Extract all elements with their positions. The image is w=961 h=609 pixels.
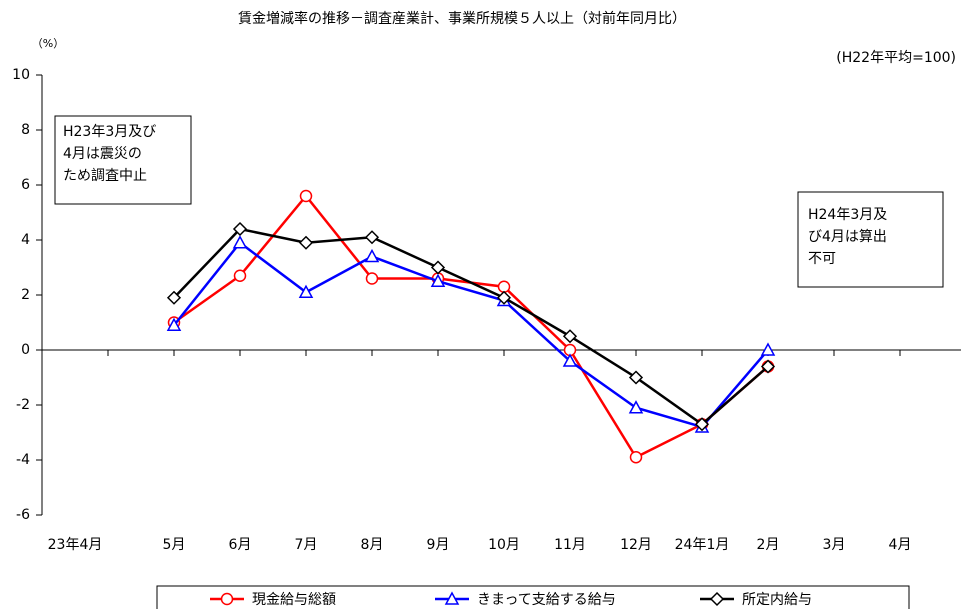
y-tick-label: 10 [12, 67, 30, 83]
y-tick-label: 4 [21, 232, 30, 248]
data-point [298, 284, 314, 298]
series-line [173, 241, 769, 429]
data-point [298, 235, 314, 250]
legend-label: 所定内給与 [742, 592, 812, 608]
data-point [496, 290, 512, 305]
x-tick-label: 10月 [488, 537, 520, 553]
data-point [166, 317, 182, 331]
annotation-text: ため調査中止 [63, 168, 147, 184]
data-point [694, 417, 710, 432]
x-tick-label: 4月 [889, 537, 912, 553]
data-point [232, 235, 248, 249]
y-tick-label: 8 [21, 122, 30, 138]
chart-title: 賃金増減率の推移－調査産業計、事業所規模５人以上（対前年同月比） [238, 10, 686, 27]
x-tick-label: 9月 [427, 537, 450, 553]
data-point [497, 280, 511, 293]
y-tick-label: 2 [21, 287, 30, 303]
y-tick-label: -4 [16, 452, 30, 468]
series-line [173, 227, 769, 426]
annotation-text: H23年3月及び [63, 124, 156, 140]
x-tick-label: 8月 [361, 537, 384, 553]
x-tick-label: 23年4月 [48, 537, 103, 553]
y-tick-label: -6 [16, 507, 30, 523]
data-point [628, 370, 644, 385]
x-tick-label: 24年1月 [675, 537, 730, 553]
data-point [364, 230, 380, 245]
x-tick-label: 6月 [229, 537, 252, 553]
data-point [430, 260, 446, 275]
annotation-text: び4月は算出 [808, 229, 887, 245]
data-point [562, 353, 578, 367]
annotation-text: 4月は震災の [63, 146, 142, 162]
data-point [299, 189, 313, 203]
data-point [233, 269, 247, 282]
series-line [173, 194, 769, 459]
y-tick-label: 6 [21, 177, 30, 193]
x-tick-label: 12月 [620, 537, 652, 553]
data-point [365, 272, 379, 285]
legend-marker [220, 592, 234, 606]
x-tick-label: 11月 [554, 537, 586, 553]
x-tick-label: 3月 [823, 537, 846, 553]
data-point [760, 359, 776, 374]
legend [156, 585, 910, 609]
x-tick-label: 2月 [757, 537, 780, 553]
annotation-text: 不可 [808, 251, 836, 267]
annotation-text: H24年3月及 [808, 207, 887, 223]
data-point [628, 400, 644, 414]
legend-label: 現金給与総額 [252, 592, 336, 608]
y-axis-label: （%） [32, 37, 64, 50]
y-tick-label: 0 [21, 342, 30, 358]
data-point [562, 329, 578, 344]
data-point [430, 273, 446, 287]
data-point [629, 451, 643, 464]
legend-label: きまって支給する給与 [477, 592, 616, 608]
legend-marker [444, 591, 460, 605]
data-point [760, 342, 776, 356]
x-tick-label: 7月 [295, 537, 318, 553]
x-tick-label: 5月 [163, 537, 186, 553]
data-point [166, 290, 182, 305]
chart-subtitle: (H22年平均=100) [836, 50, 956, 66]
annotation-box [54, 115, 192, 205]
data-point [364, 248, 380, 263]
annotation-box [797, 191, 944, 288]
legend-marker [709, 591, 725, 607]
data-point [232, 221, 248, 237]
y-tick-label: -2 [16, 397, 30, 413]
